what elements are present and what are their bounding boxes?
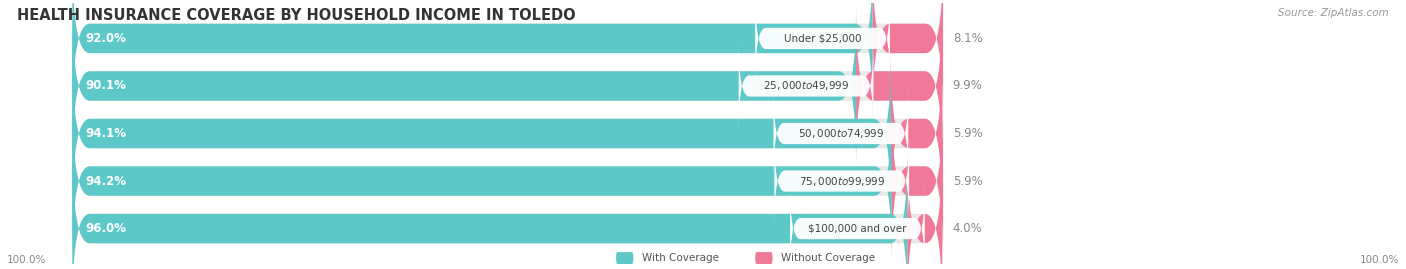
Text: Under $25,000: Under $25,000 xyxy=(785,33,862,43)
Text: 4.0%: 4.0% xyxy=(953,222,983,235)
FancyBboxPatch shape xyxy=(790,182,925,269)
Text: 9.9%: 9.9% xyxy=(953,79,983,93)
FancyBboxPatch shape xyxy=(891,53,942,214)
FancyBboxPatch shape xyxy=(755,0,890,85)
FancyBboxPatch shape xyxy=(72,53,942,214)
Text: 5.9%: 5.9% xyxy=(953,175,983,187)
Text: HEALTH INSURANCE COVERAGE BY HOUSEHOLD INCOME IN TOLEDO: HEALTH INSURANCE COVERAGE BY HOUSEHOLD I… xyxy=(17,8,575,23)
FancyBboxPatch shape xyxy=(775,134,910,228)
FancyBboxPatch shape xyxy=(755,252,772,264)
Text: Source: ZipAtlas.com: Source: ZipAtlas.com xyxy=(1278,8,1389,18)
Text: 5.9%: 5.9% xyxy=(953,127,983,140)
FancyBboxPatch shape xyxy=(72,6,942,166)
Text: 100.0%: 100.0% xyxy=(1360,256,1399,266)
Text: $100,000 and over: $100,000 and over xyxy=(808,224,907,233)
Text: 92.0%: 92.0% xyxy=(86,32,127,45)
FancyBboxPatch shape xyxy=(616,252,634,264)
Text: 96.0%: 96.0% xyxy=(86,222,127,235)
FancyBboxPatch shape xyxy=(773,87,908,180)
Text: Without Coverage: Without Coverage xyxy=(782,253,876,263)
FancyBboxPatch shape xyxy=(72,101,891,261)
FancyBboxPatch shape xyxy=(72,0,942,119)
FancyBboxPatch shape xyxy=(72,53,891,214)
FancyBboxPatch shape xyxy=(891,101,943,261)
Text: With Coverage: With Coverage xyxy=(643,253,718,263)
Text: 94.1%: 94.1% xyxy=(86,127,127,140)
FancyBboxPatch shape xyxy=(907,148,942,269)
FancyBboxPatch shape xyxy=(72,148,942,269)
FancyBboxPatch shape xyxy=(873,0,943,119)
Text: 8.1%: 8.1% xyxy=(953,32,983,45)
Text: $50,000 to $74,999: $50,000 to $74,999 xyxy=(797,127,884,140)
FancyBboxPatch shape xyxy=(856,6,942,166)
Text: 94.2%: 94.2% xyxy=(86,175,127,187)
Text: $25,000 to $49,999: $25,000 to $49,999 xyxy=(763,79,849,93)
FancyBboxPatch shape xyxy=(738,40,873,132)
FancyBboxPatch shape xyxy=(72,101,942,261)
FancyBboxPatch shape xyxy=(72,6,856,166)
Text: $75,000 to $99,999: $75,000 to $99,999 xyxy=(799,175,884,187)
FancyBboxPatch shape xyxy=(72,148,907,269)
Text: 100.0%: 100.0% xyxy=(7,256,46,266)
Text: 90.1%: 90.1% xyxy=(86,79,127,93)
FancyBboxPatch shape xyxy=(72,0,873,119)
